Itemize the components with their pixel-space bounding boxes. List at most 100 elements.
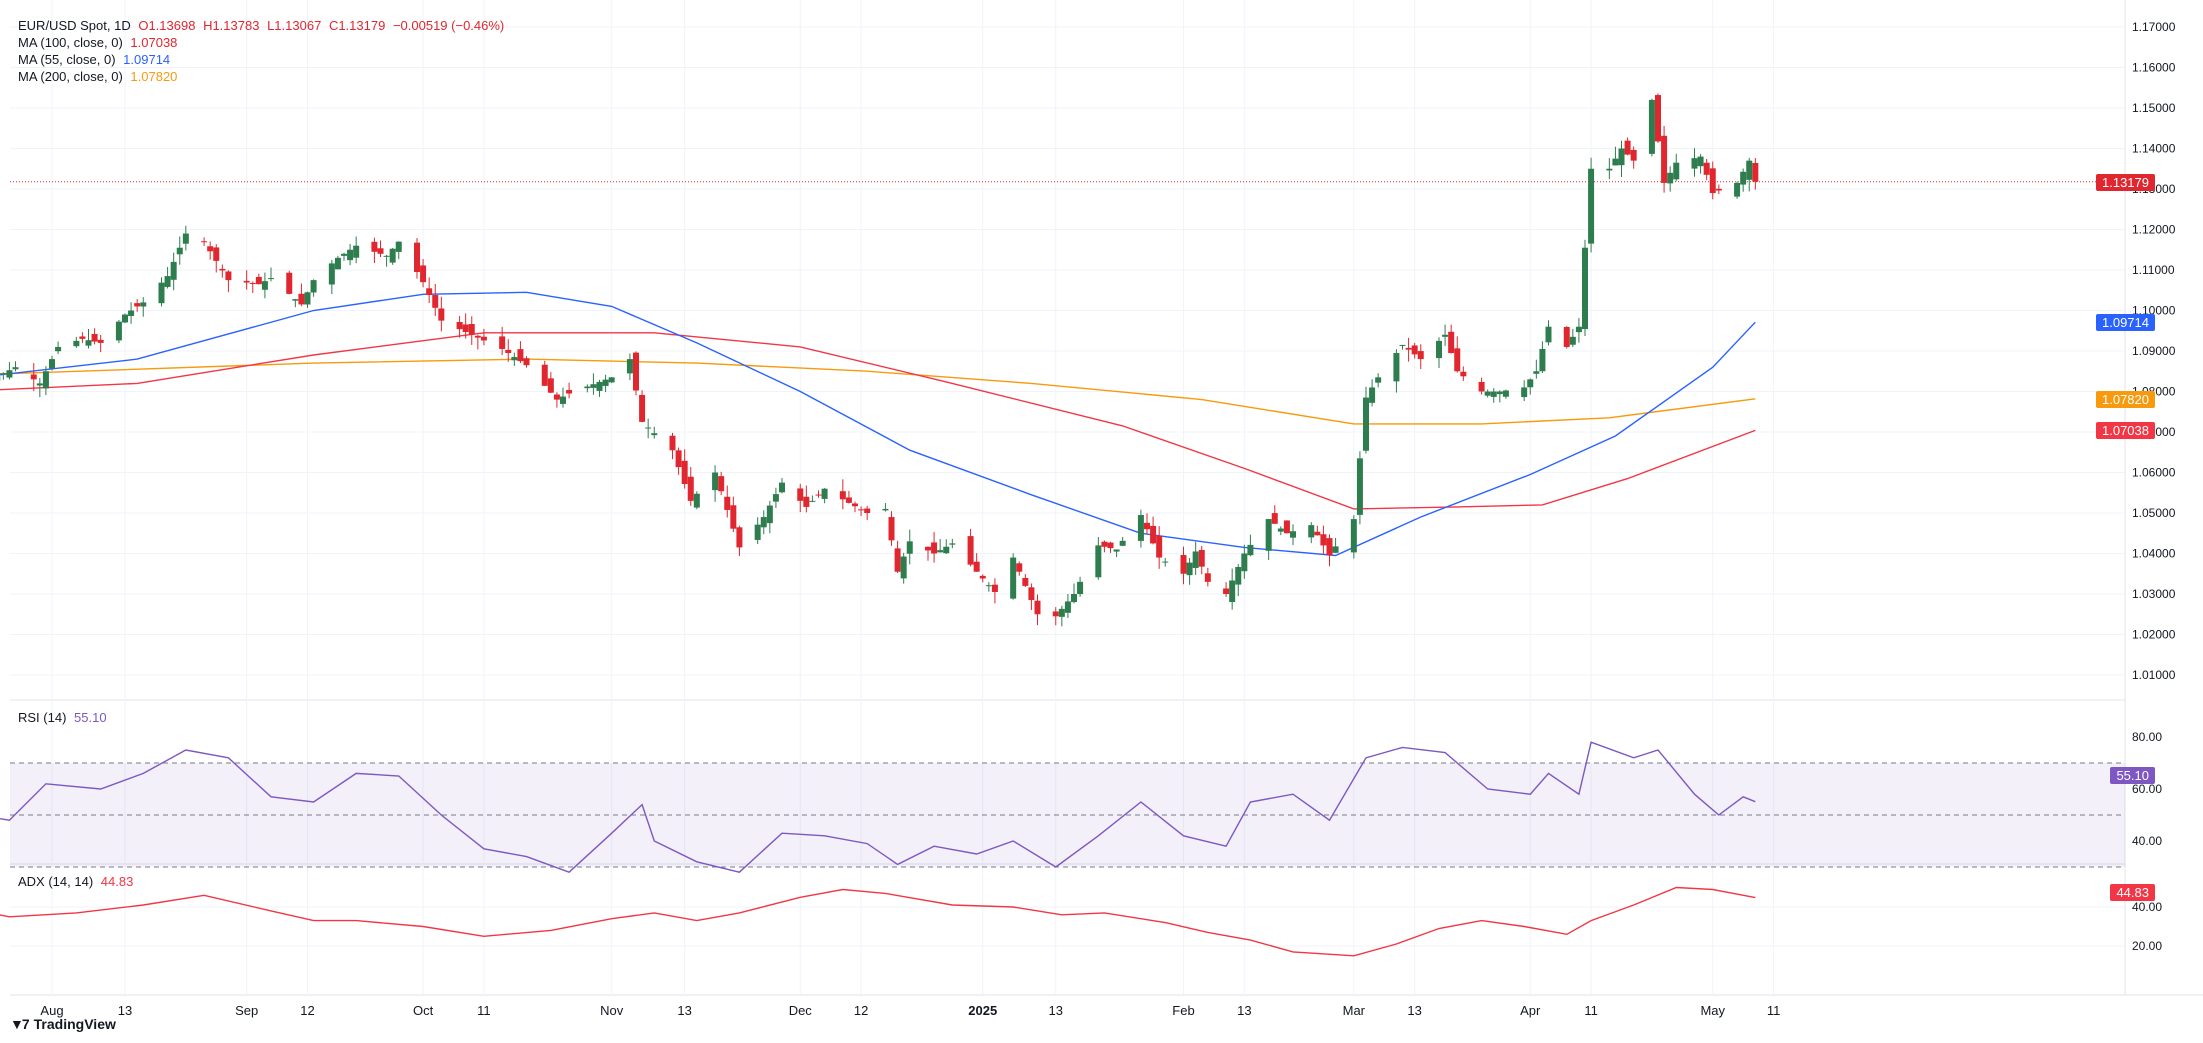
candle-body	[626, 359, 633, 374]
candle-body	[1442, 334, 1449, 337]
candle-body	[347, 249, 354, 261]
candle-body	[310, 280, 317, 293]
candle-body	[1241, 553, 1248, 572]
candle-body	[371, 241, 378, 252]
candle-body	[1448, 331, 1455, 354]
candle-body	[645, 427, 652, 429]
candle-body	[815, 494, 822, 496]
candle-body	[30, 374, 37, 380]
candle-body	[176, 247, 183, 255]
candle-body	[1369, 387, 1376, 403]
candle-body	[639, 394, 646, 422]
candle-body	[1436, 340, 1442, 359]
candle-body	[888, 517, 895, 541]
tradingview-mark-icon: ▼7	[10, 1016, 30, 1032]
candle-body	[973, 561, 980, 572]
ma100-line	[0, 332, 1756, 510]
candle-body	[1095, 545, 1102, 578]
ma200-label: MA (200, close, 0)	[18, 69, 123, 84]
last-price-tag: 1.13179	[2096, 174, 2155, 191]
price-tick-label: 1.05000	[2132, 506, 2176, 520]
candle-body	[1350, 519, 1357, 553]
candle-body	[1186, 562, 1193, 576]
candle-body	[1247, 544, 1254, 556]
candle-body	[1180, 555, 1187, 574]
candle-body	[1588, 168, 1595, 244]
candle-body	[1162, 561, 1169, 563]
candle-body	[249, 283, 256, 285]
open-value: O1.13698	[138, 18, 196, 33]
candle-body	[931, 542, 938, 554]
time-tick-label: 13	[677, 1003, 691, 1018]
time-tick-label: Apr	[1520, 1003, 1541, 1018]
candle-body	[1314, 531, 1321, 536]
candle-body	[182, 233, 189, 244]
candle-body	[377, 248, 384, 254]
candle-body	[608, 377, 615, 383]
candle-body	[1582, 247, 1588, 330]
candle-body	[79, 336, 86, 339]
candle-body	[1113, 549, 1120, 552]
candle-body	[1533, 371, 1540, 374]
candle-body	[1417, 351, 1424, 360]
time-tick-label: Mar	[1343, 1003, 1366, 1018]
candle-body	[809, 500, 816, 502]
rsi-tick-label: 40.00	[2132, 834, 2162, 848]
candle-body	[1454, 348, 1461, 372]
grid-lines	[10, 0, 2203, 996]
rsi-tick-label: 60.00	[2132, 782, 2162, 796]
price-tick-label: 1.01000	[2132, 668, 2176, 682]
candle-body	[207, 246, 214, 252]
ma200-legend: MA (200, close, 0) 1.07820	[18, 69, 181, 84]
candle-body	[134, 303, 141, 307]
candle-body	[1016, 563, 1023, 572]
candle-body	[122, 314, 128, 323]
candle-body	[0, 373, 7, 375]
candle-body	[1223, 588, 1230, 594]
candle-body	[541, 364, 548, 386]
ma200-value: 1.07820	[130, 69, 178, 84]
candle-body	[772, 494, 779, 502]
candle-body	[633, 352, 639, 391]
candle-body	[1265, 519, 1272, 551]
candle-body	[97, 339, 104, 343]
candle-body	[1204, 573, 1211, 582]
rsi-value-tag: 55.10	[2110, 767, 2155, 784]
candle-body	[517, 349, 524, 362]
candle-body	[858, 509, 865, 511]
ma55-legend: MA (55, close, 0) 1.09714	[18, 52, 174, 67]
candle-body	[1235, 567, 1242, 585]
candle-body	[1740, 171, 1747, 185]
time-tick-label: 12	[300, 1003, 314, 1018]
candle-body	[334, 257, 341, 270]
candle-body	[1697, 156, 1704, 167]
candle-body	[1460, 371, 1467, 377]
candle-body	[414, 242, 420, 273]
rsi-value: 55.10	[74, 710, 107, 725]
candle-body	[979, 575, 986, 579]
candle-body	[760, 517, 767, 528]
time-tick-label: Nov	[600, 1003, 624, 1018]
candle-body	[1539, 348, 1546, 372]
price-tick-label: 1.14000	[2132, 142, 2176, 156]
candle-body	[158, 282, 165, 304]
candle-body	[383, 255, 390, 257]
candle-body	[1569, 336, 1576, 345]
candle-body	[1150, 525, 1157, 544]
candle-body	[687, 476, 694, 501]
candle-body	[906, 541, 913, 554]
candle-body	[1028, 587, 1035, 601]
candle-body	[1119, 540, 1126, 546]
tradingview-logo: ▼7 TradingView	[10, 1016, 116, 1032]
candle-body	[864, 508, 871, 513]
symbol-legend: EUR/USD Spot, 1D O1.13698 H1.13783 L1.13…	[18, 18, 508, 33]
change-value: −0.00519 (−0.46%)	[392, 18, 505, 33]
price-tick-label: 1.17000	[2132, 20, 2176, 34]
candle-body	[882, 508, 889, 511]
candle-body	[1661, 135, 1668, 183]
ma100-value: 1.07038	[130, 35, 178, 50]
candle-body	[395, 241, 402, 252]
candle-body	[91, 333, 98, 342]
time-tick-label: Dec	[789, 1003, 813, 1018]
axes: 1.170001.160001.150001.140001.130001.120…	[40, 20, 2175, 1018]
